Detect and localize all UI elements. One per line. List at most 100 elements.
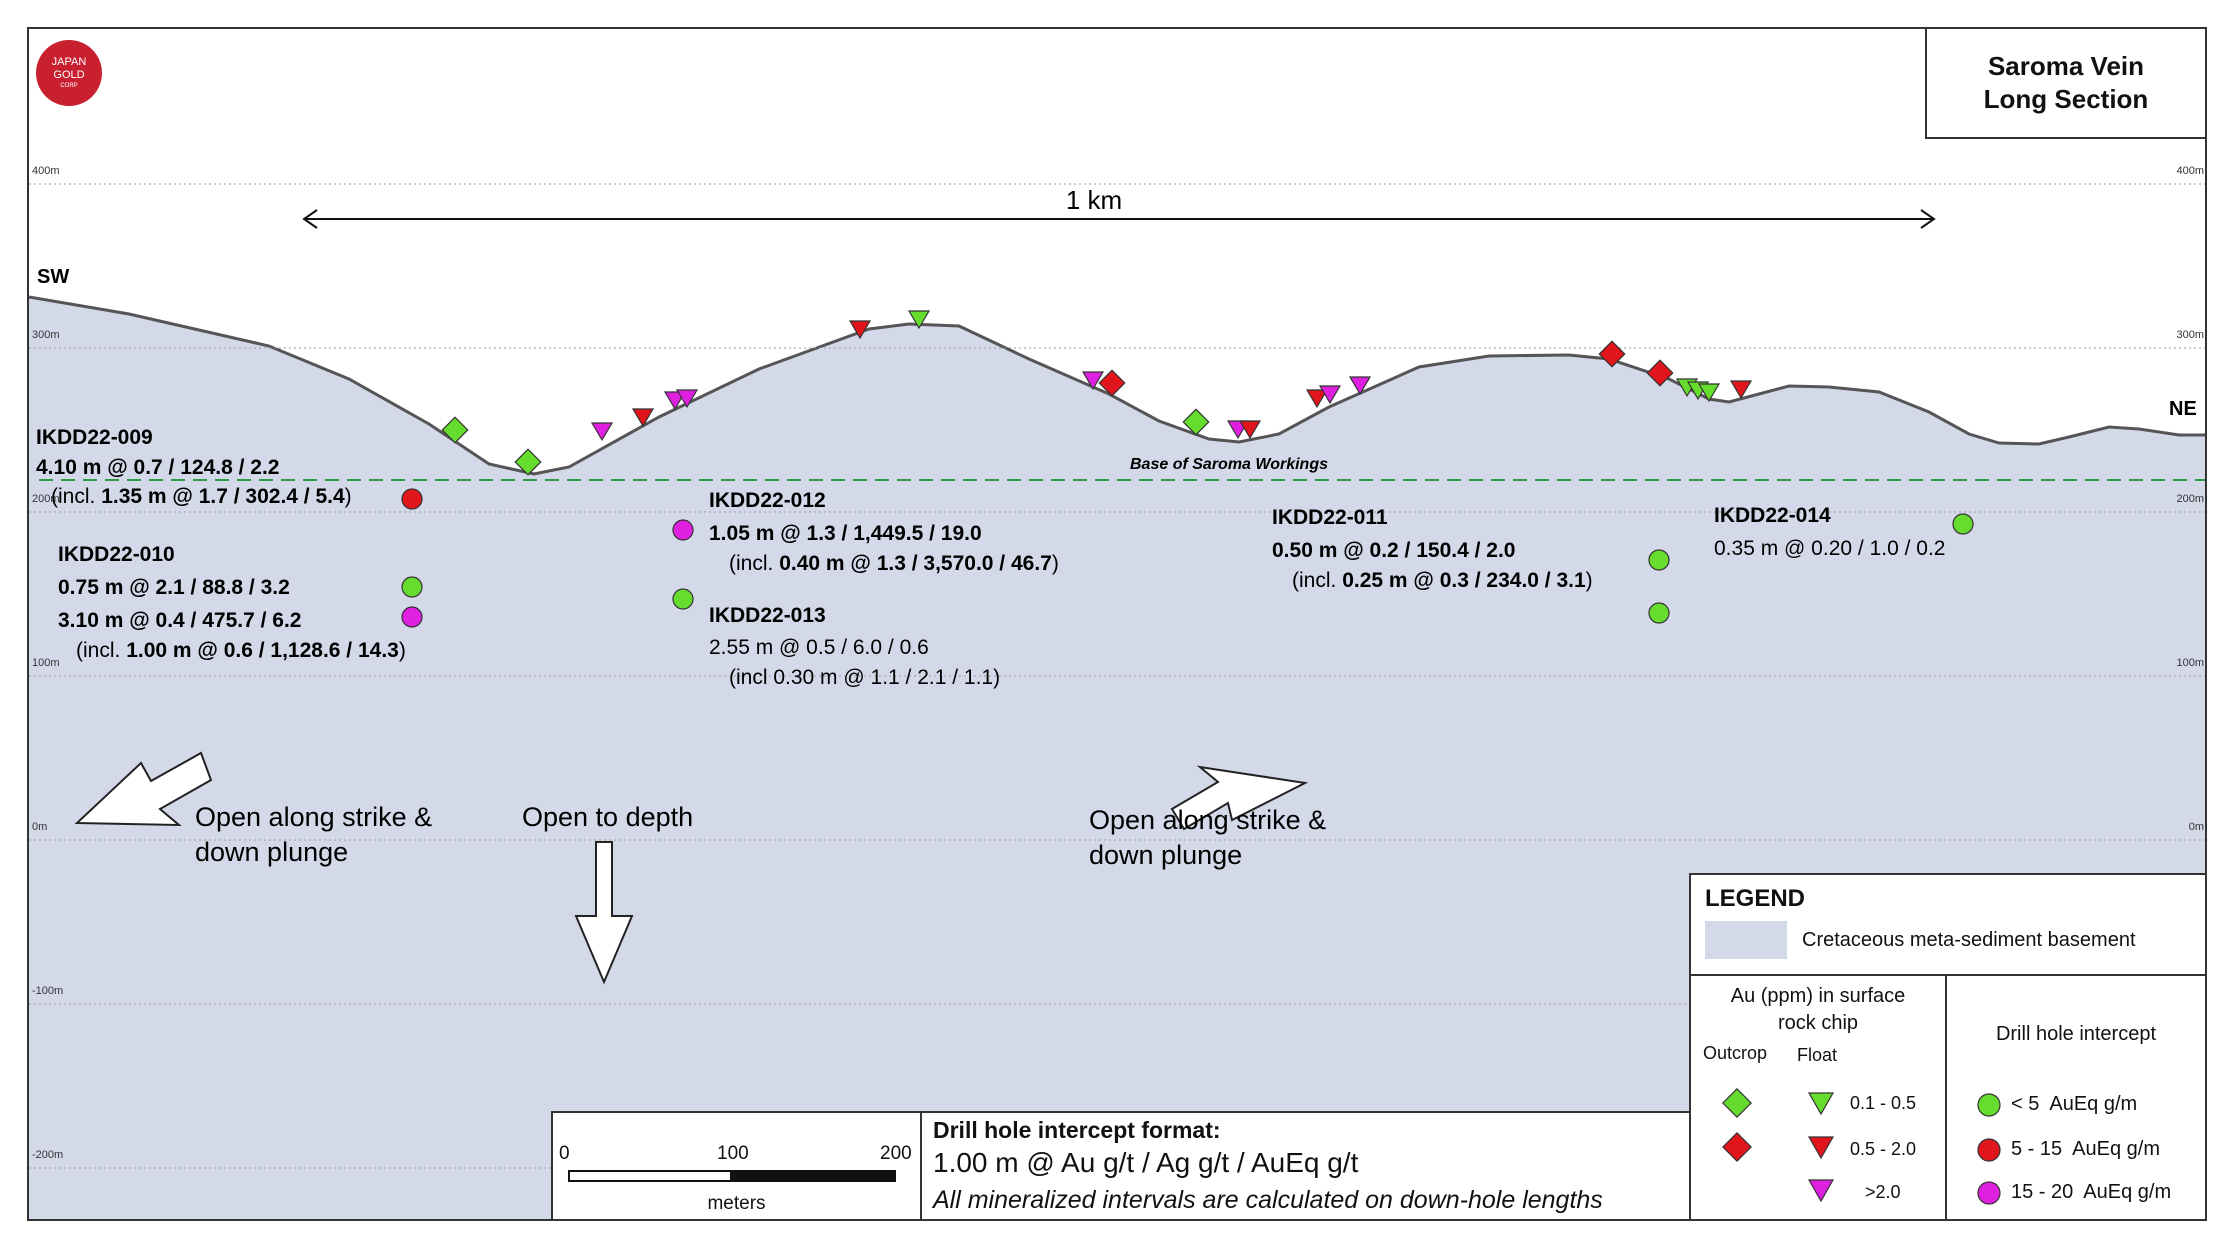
- drill-class-mid: 5 - 15 AuEq g/m: [2011, 1138, 2160, 1160]
- sw-label: SW: [37, 266, 69, 288]
- open-ne-arrow-icon: [1170, 765, 1309, 831]
- legend-float-magenta-icon: [1807, 1179, 1835, 1203]
- elev-label-left: 0m: [32, 821, 47, 833]
- long-section-canvas: 400m 300m 200m 100m 0m -100m -200m 400m …: [29, 165, 2205, 1219]
- ikdd22-014-line1: 0.35 m @ 0.20 / 1.0 / 0.2: [1714, 537, 1945, 560]
- drill-intercepts: [401, 488, 1974, 628]
- km-scale-label: 1 km: [1066, 185, 1122, 215]
- outcrop-sample-red: [1598, 340, 1626, 368]
- drill-legend-title: Drill hole intercept: [1995, 1023, 2157, 1045]
- drill-intercept-magenta: [672, 519, 694, 541]
- elev-label-right: 0m: [2189, 821, 2204, 833]
- open-ne-label-1: Open along strike &: [1089, 805, 1326, 835]
- rock-chip-samples: [441, 310, 1753, 476]
- float-sample-magenta: [1318, 385, 1342, 405]
- open-sw-label-1: Open along strike &: [195, 802, 432, 832]
- elev-label-left: 200m: [32, 493, 60, 505]
- elev-label-left: -200m: [32, 1149, 63, 1161]
- outcrop-sample-red: [1646, 359, 1674, 387]
- outcrop-sample-green: [1182, 408, 1210, 436]
- ikdd22-011-incl: (incl. 0.25 m @ 0.3 / 234.0 / 3.1): [1292, 569, 1593, 592]
- drill-class-low: < 5 AuEq g/m: [2011, 1093, 2138, 1115]
- legend-outcrop-green-icon: [1722, 1088, 1752, 1118]
- float-sample-green: [1697, 383, 1721, 403]
- basement-fill: [29, 297, 2205, 1219]
- float-sample-magenta: [590, 422, 614, 442]
- legend-float-green-icon: [1807, 1092, 1835, 1116]
- open-arrows: [74, 751, 1309, 985]
- logo-text: CORP: [60, 83, 78, 89]
- ikdd22-009-incl: (incl. 1.35 m @ 1.7 / 302.4 / 5.4): [51, 485, 352, 508]
- km-scale-arrow: [302, 209, 1936, 229]
- format-template: 1.00 m @ Au g/t / Ag g/t / AuEq g/t: [933, 1147, 1359, 1178]
- drill-intercept-red: [401, 488, 423, 510]
- legend-title: LEGEND: [1705, 885, 1806, 912]
- legend-outcrop-red-icon: [1722, 1132, 1752, 1162]
- scale-bar-section: 0 100 200 meters: [553, 1113, 922, 1219]
- scale-tick-0: 0: [559, 1143, 570, 1164]
- ne-label: NE: [2169, 398, 2197, 420]
- ikdd22-013-line1: 2.55 m @ 0.5 / 6.0 / 0.6: [709, 636, 929, 659]
- format-heading: Drill hole intercept format:: [933, 1117, 1221, 1143]
- drill-intercept-green: [672, 588, 694, 610]
- basement-swatch: [1705, 921, 1787, 959]
- ikdd22-013-name: IKDD22-013: [709, 604, 826, 627]
- open-sw-label-2: down plunge: [195, 837, 348, 867]
- ikdd22-012-incl: (incl. 0.40 m @ 1.3 / 3,570.0 / 46.7): [729, 552, 1059, 575]
- ikdd22-010-name: IKDD22-010: [58, 543, 175, 566]
- long-section-frame: 400m 300m 200m 100m 0m -100m -200m 400m …: [27, 27, 2207, 1221]
- elev-label-right: 400m: [2176, 165, 2204, 177]
- legend-float-red-icon: [1807, 1136, 1835, 1160]
- ikdd22-014-name: IKDD22-014: [1714, 504, 1831, 527]
- open-depth-label: Open to depth: [522, 802, 693, 832]
- float-sample-red: [1238, 420, 1262, 440]
- base-of-workings-label: Base of Saroma Workings: [1130, 456, 1328, 473]
- elev-label-right: 200m: [2176, 493, 2204, 505]
- float-header: Float: [1797, 1045, 1838, 1065]
- rockchip-title-1: Au (ppm) in surface: [1730, 985, 1906, 1007]
- scale-bar-black: [732, 1170, 896, 1182]
- title-box: Saroma Vein Long Section: [1925, 27, 2207, 139]
- legend-divider-v: [1945, 974, 1947, 1219]
- legend-drill-red-icon: [1977, 1138, 2001, 1162]
- outcrop-sample-green: [441, 416, 469, 444]
- ikdd22-010-line2: 3.10 m @ 0.4 / 475.7 / 6.2: [58, 609, 301, 632]
- elev-label-left: 300m: [32, 329, 60, 341]
- scale-bar-white: [568, 1170, 732, 1182]
- elev-label-left: 100m: [32, 657, 60, 669]
- outcrop-sample-red: [1098, 369, 1126, 397]
- legend-drill-green-icon: [1977, 1093, 2001, 1117]
- ikdd22-010-line1: 0.75 m @ 2.1 / 88.8 / 3.2: [58, 576, 290, 599]
- range-label-high: >2.0: [1865, 1182, 1901, 1202]
- drill-intercept-magenta: [401, 606, 423, 628]
- logo-text: GOLD: [53, 69, 85, 81]
- topography-line: [29, 295, 2205, 476]
- title-line-1: Saroma Vein: [1987, 51, 2145, 81]
- scale-tick-200: 200: [880, 1143, 912, 1164]
- open-depth-arrow-icon: [574, 841, 634, 985]
- legend-drill-magenta-icon: [1977, 1181, 2001, 1205]
- elev-label-right: 100m: [2176, 657, 2204, 669]
- ikdd22-012-line1: 1.05 m @ 1.3 / 1,449.5 / 19.0: [709, 522, 982, 545]
- ikdd22-011-line1: 0.50 m @ 0.2 / 150.4 / 2.0: [1272, 539, 1515, 562]
- outcrop-sample-green: [514, 448, 542, 476]
- float-sample-red: [1305, 389, 1329, 409]
- scale-tick-100: 100: [717, 1143, 749, 1164]
- ikdd22-013-incl: (incl 0.30 m @ 1.1 / 2.1 / 1.1): [729, 666, 1000, 689]
- open-sw-arrow-icon: [74, 751, 213, 827]
- ikdd22-009-line1: 4.10 m @ 0.7 / 124.8 / 2.2: [36, 456, 279, 479]
- ikdd22-011-name: IKDD22-011: [1272, 506, 1388, 529]
- elev-label-left: -100m: [32, 985, 63, 997]
- ikdd22-010-incl: (incl. 1.00 m @ 0.6 / 1,128.6 / 14.3): [76, 639, 406, 662]
- outcrop-header: Outcrop: [1703, 1043, 1768, 1063]
- rockchip-title-2: rock chip: [1777, 1012, 1859, 1034]
- intercept-format-box: 0 100 200 meters Drill hole intercept fo…: [551, 1111, 1691, 1221]
- float-sample-red: [1729, 380, 1753, 400]
- legend: LEGEND Cretaceous meta-sediment basement…: [1689, 873, 2207, 1221]
- range-label-low: 0.1 - 0.5: [1850, 1093, 1917, 1113]
- legend-divider-h: [1691, 974, 2205, 976]
- format-note: All mineralized intervals are calculated…: [933, 1186, 1603, 1214]
- title-line-2: Long Section: [1983, 84, 2149, 114]
- float-sample-magenta: [1081, 371, 1105, 391]
- scale-unit: meters: [707, 1193, 766, 1214]
